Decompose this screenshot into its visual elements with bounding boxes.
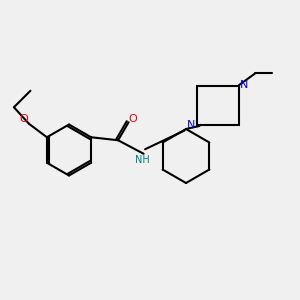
Text: O: O [129,114,137,124]
Text: NH: NH [135,155,149,165]
Text: N: N [240,80,248,91]
Text: O: O [19,114,28,124]
Text: N: N [187,119,195,130]
